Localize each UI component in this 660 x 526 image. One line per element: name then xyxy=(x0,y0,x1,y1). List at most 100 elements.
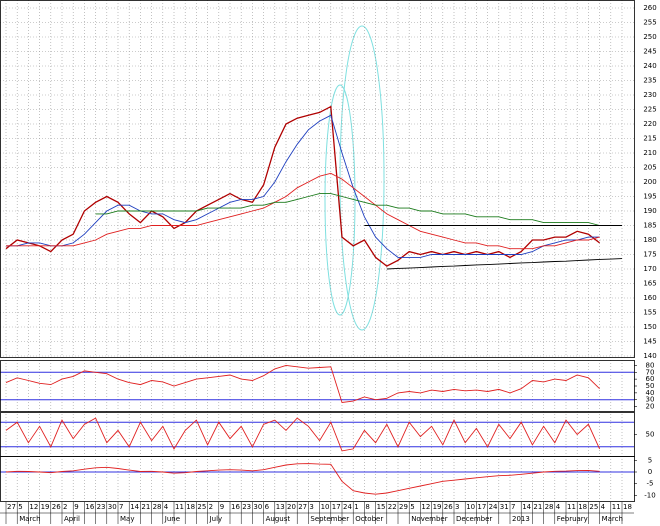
y-tick-label: 245 xyxy=(643,48,656,56)
month-label: February xyxy=(557,515,588,523)
x-tick-label: 11 xyxy=(567,503,576,511)
month-label: September xyxy=(310,515,349,523)
x-tick-label: 2 xyxy=(209,503,213,511)
x-tick-label: 6 xyxy=(265,503,270,511)
month-label: July xyxy=(209,515,223,523)
series-line xyxy=(6,114,600,258)
x-tick-label: 30 xyxy=(253,503,262,511)
y-tick-label: 180 xyxy=(643,236,656,244)
y-tick-label: 220 xyxy=(643,120,656,128)
month-label: March xyxy=(19,515,40,523)
y-tick-label: 5 xyxy=(648,456,652,464)
x-tick-label: 14 xyxy=(130,503,139,511)
y-tick-label: 260 xyxy=(643,4,656,12)
x-tick-label: 10 xyxy=(466,503,475,511)
x-tick-label: 28 xyxy=(545,503,554,511)
x-tick-label: 23 xyxy=(97,503,106,511)
y-tick-label: 175 xyxy=(643,251,656,259)
x-tick-label: 16 xyxy=(85,503,94,511)
series-line xyxy=(5,105,600,267)
x-tick-label: 3 xyxy=(455,503,459,511)
series-line xyxy=(5,364,600,403)
series-line xyxy=(5,417,601,452)
y-tick-label: -5 xyxy=(647,480,654,488)
x-tick-label: 19 xyxy=(433,503,442,511)
series-line xyxy=(95,193,600,226)
y-tick-label: 50 xyxy=(646,431,655,439)
x-tick-label: 26 xyxy=(52,503,61,511)
x-tick-label: 21 xyxy=(533,503,542,511)
x-tick-label: 29 xyxy=(399,503,408,511)
y-tick-label: 50 xyxy=(646,382,655,390)
x-tick-label: 28 xyxy=(153,503,162,511)
x-tick-label: 21 xyxy=(141,503,150,511)
x-tick-label: 11 xyxy=(612,503,621,511)
x-tick-label: 4 xyxy=(601,503,606,511)
month-label: August xyxy=(266,515,291,523)
y-tick-label: 170 xyxy=(643,265,656,273)
series-line xyxy=(386,258,623,270)
x-tick-label: 20 xyxy=(287,503,296,511)
x-tick-label: 27 xyxy=(7,503,16,511)
x-tick-label: 4 xyxy=(164,503,169,511)
x-tick-label: 31 xyxy=(500,503,509,511)
x-tick-label: 19 xyxy=(41,503,50,511)
panel-border xyxy=(0,360,635,412)
x-tick-label: 4 xyxy=(556,503,561,511)
y-tick-label: -10 xyxy=(644,491,655,499)
y-tick-label: 160 xyxy=(643,294,656,302)
series-line xyxy=(6,172,600,250)
x-tick-label: 24 xyxy=(343,503,352,511)
x-tick-label: 5 xyxy=(410,503,414,511)
x-tick-label: 18 xyxy=(186,503,195,511)
x-tick-label: 18 xyxy=(578,503,587,511)
y-tick-label: 215 xyxy=(643,135,656,143)
x-tick-label: 25 xyxy=(589,503,598,511)
y-tick-label: 140 xyxy=(643,352,656,360)
month-label: November xyxy=(411,515,448,523)
month-label: October xyxy=(355,515,383,523)
y-tick-label: 70 xyxy=(646,368,655,376)
y-tick-label: 185 xyxy=(643,222,656,230)
x-tick-label: 11 xyxy=(175,503,184,511)
x-tick-label: 7 xyxy=(119,503,123,511)
y-tick-label: 20 xyxy=(646,403,655,411)
month-label: June xyxy=(164,515,180,523)
month-label: May xyxy=(120,515,134,523)
x-tick-label: 12 xyxy=(421,503,430,511)
x-tick-label: 16 xyxy=(231,503,240,511)
y-tick-label: 240 xyxy=(643,62,656,70)
x-tick-label: 24 xyxy=(489,503,498,511)
y-tick-label: 60 xyxy=(646,375,655,383)
y-tick-label: 145 xyxy=(643,338,656,346)
x-tick-label: 12 xyxy=(29,503,38,511)
x-tick-label: 8 xyxy=(365,503,369,511)
series-line xyxy=(5,463,600,495)
y-tick-label: 210 xyxy=(643,149,656,157)
y-tick-label: 30 xyxy=(646,396,655,404)
y-tick-label: 250 xyxy=(643,33,656,41)
x-tick-label: 25 xyxy=(197,503,206,511)
x-tick-label: 14 xyxy=(522,503,531,511)
x-tick-label: 2 xyxy=(63,503,67,511)
y-tick-label: 230 xyxy=(643,91,656,99)
y-tick-label: 40 xyxy=(646,389,655,397)
y-tick-label: 225 xyxy=(643,106,656,114)
x-tick-label: 18 xyxy=(623,503,632,511)
month-label: 2013 xyxy=(512,515,530,523)
y-tick-label: 190 xyxy=(643,207,656,215)
x-tick-label: 7 xyxy=(511,503,515,511)
y-tick-label: 200 xyxy=(643,178,656,186)
x-tick-label: 5 xyxy=(18,503,22,511)
x-tick-label: 17 xyxy=(477,503,486,511)
y-tick-label: 155 xyxy=(643,309,656,317)
x-tick-label: 23 xyxy=(242,503,251,511)
y-tick-label: 235 xyxy=(643,77,656,85)
y-tick-label: 0 xyxy=(648,468,652,476)
panel-border xyxy=(0,456,635,502)
y-tick-label: 195 xyxy=(643,193,656,201)
x-tick-label: 26 xyxy=(444,503,453,511)
x-tick-label: 13 xyxy=(276,503,285,511)
